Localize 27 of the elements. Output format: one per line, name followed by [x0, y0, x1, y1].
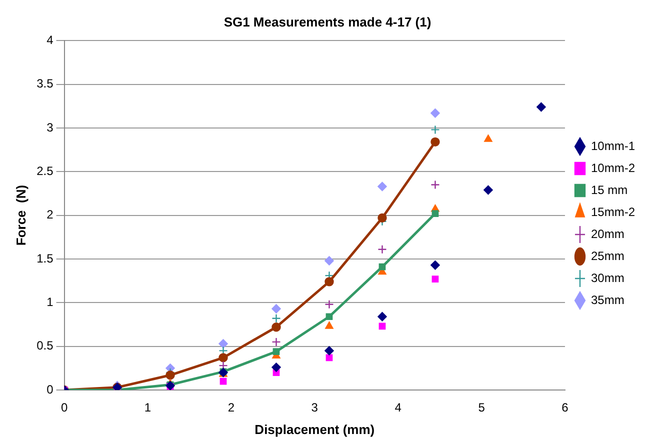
x-tick-label: 2: [228, 400, 235, 415]
x-tick-label: 3: [311, 400, 318, 415]
legend-label: 10mm-2: [590, 160, 636, 175]
x-tick-label: 5: [478, 400, 486, 415]
legend-label: 35mm: [590, 292, 624, 307]
x-tick-label: 4: [394, 400, 402, 415]
legend-label: 15 mm: [590, 182, 628, 197]
y-tick-label: 1: [46, 294, 54, 309]
y-tick-label: 2.5: [36, 164, 54, 178]
y-tick-label: 2: [46, 208, 54, 222]
y-tick-label: 4: [46, 32, 54, 47]
y-tick-label: 0.5: [36, 338, 54, 353]
x-tick-label: 0: [60, 400, 68, 415]
legend-label: 10mm-1: [590, 138, 636, 153]
x-tick-label: 1: [144, 400, 152, 415]
legend-label: 30mm: [590, 270, 624, 285]
x-tick-label: 6: [562, 400, 569, 415]
legend-label: 20mm: [590, 226, 624, 241]
legend-label: 15mm-2: [590, 204, 636, 219]
x-axis-title: Displacement (mm): [254, 422, 375, 437]
y-tick-label: 3.5: [36, 76, 54, 91]
y-tick-label: 3: [46, 120, 54, 134]
y-axis-title: Force (N): [13, 184, 28, 246]
chart-title: SG1 Measurements made 4-17 (1): [224, 14, 432, 30]
y-tick-label: 0: [46, 382, 54, 396]
y-tick-label: 1.5: [36, 251, 54, 266]
legend-label: 25mm: [590, 248, 624, 263]
